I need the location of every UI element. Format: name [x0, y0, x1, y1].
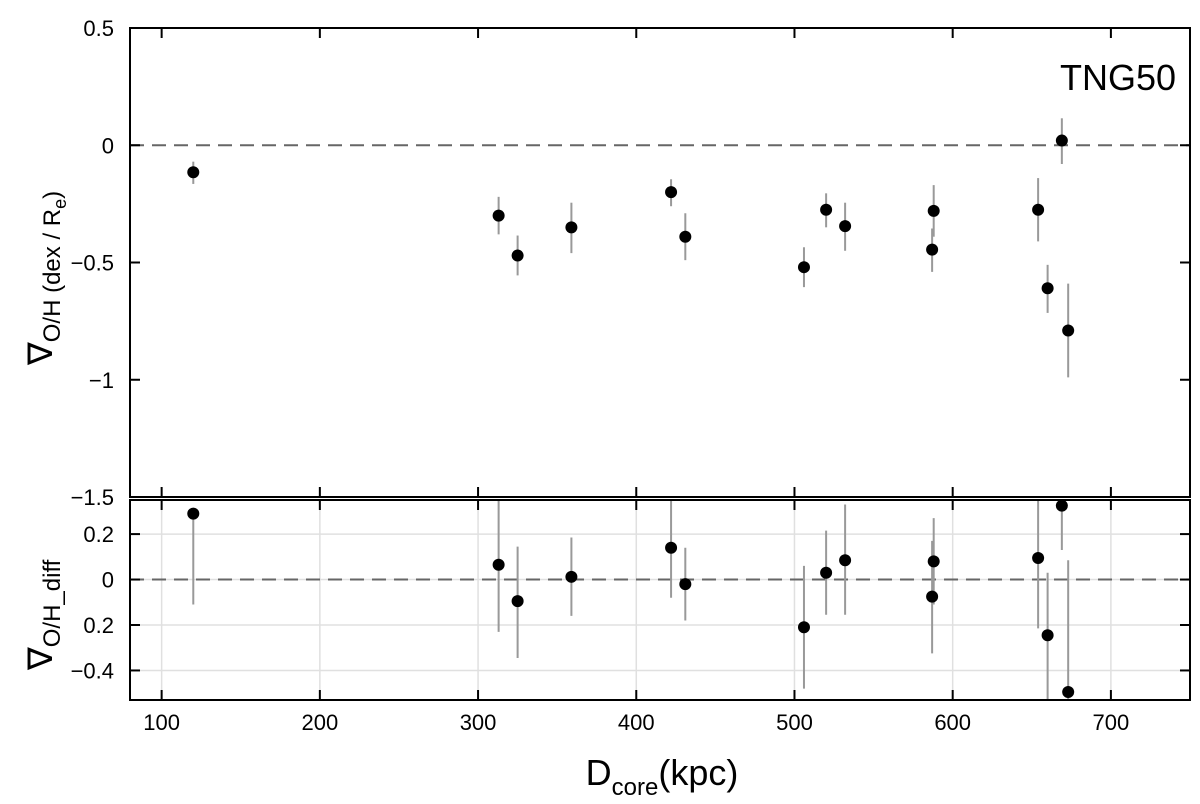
top-panel-frame: [129, 27, 1191, 498]
top-data-point: [926, 243, 939, 256]
bottom-data-point: [1062, 686, 1075, 699]
bottom-data-point: [665, 541, 678, 554]
top-ytick-label: −1: [89, 368, 114, 393]
xtick-label: 600: [934, 710, 971, 735]
bottom-ytick-label: 0.2: [83, 522, 114, 547]
top-ytick-label: 0: [102, 133, 114, 158]
xtick-label: 100: [143, 710, 180, 735]
bottom-data-point: [1032, 551, 1045, 564]
reference-lines: [130, 144, 1190, 581]
panel-frames: [129, 27, 1191, 701]
bottom-ytick-label: 0.2: [83, 613, 114, 638]
xlabel: Dcore(kpc): [586, 752, 739, 801]
top-data-point: [927, 204, 940, 217]
bottom-data-point: [679, 578, 692, 591]
bottom-data-point: [511, 595, 524, 608]
top-data-point: [187, 166, 200, 179]
top-ytick-label: 0.5: [83, 16, 114, 41]
bottom-data-point: [1041, 629, 1054, 642]
bottom-panel-frame: [129, 499, 1191, 701]
axis-ticks: [130, 27, 1190, 700]
bottom-data-point: [839, 554, 852, 567]
bottom-data-point: [927, 555, 940, 568]
top-data-point: [511, 249, 524, 262]
xtick-label: 200: [301, 710, 338, 735]
top-data-point: [1032, 203, 1045, 216]
top-data-point: [492, 209, 505, 222]
xtick-label: 700: [1093, 710, 1130, 735]
bottom-ytick-label: −0.4: [71, 658, 114, 683]
top-data-point: [1055, 134, 1068, 147]
top-ytick-label: −0.5: [71, 251, 114, 276]
top-data-point: [1041, 282, 1054, 295]
top-data-point: [839, 220, 852, 233]
data-points: [187, 134, 1075, 699]
panel-annotation: TNG50: [1060, 57, 1176, 98]
bottom-data-point: [926, 590, 939, 603]
xtick-label: 500: [776, 710, 813, 735]
top-data-point: [1062, 324, 1075, 337]
xtick-label: 300: [460, 710, 497, 735]
tick-labels: 0.5 0 −0.5 −1 −1.5 0.2 0 0.2 −0.4 100 200 300 400 500…: [71, 16, 1130, 735]
error-bars: [192, 118, 1070, 700]
bottom-panel-grid: [130, 500, 1190, 700]
top-ytick-label: −1.5: [71, 485, 114, 510]
bottom-data-point: [797, 621, 810, 634]
bottom-data-point: [565, 570, 578, 583]
top-data-point: [679, 230, 692, 243]
top-data-point: [665, 186, 678, 199]
bottom-data-point: [492, 558, 505, 571]
top-data-point: [565, 221, 578, 234]
top-ylabel: ∇O/H (dex / Re): [22, 191, 70, 366]
bottom-data-point: [820, 566, 833, 579]
top-data-point: [797, 261, 810, 274]
bottom-ytick-label: 0: [102, 568, 114, 593]
top-data-point: [820, 203, 833, 216]
bottom-ylabel: ∇O/H_diff: [22, 559, 66, 671]
bottom-data-point: [187, 507, 200, 520]
xtick-label: 400: [618, 710, 655, 735]
bottom-data-point: [1055, 499, 1068, 512]
